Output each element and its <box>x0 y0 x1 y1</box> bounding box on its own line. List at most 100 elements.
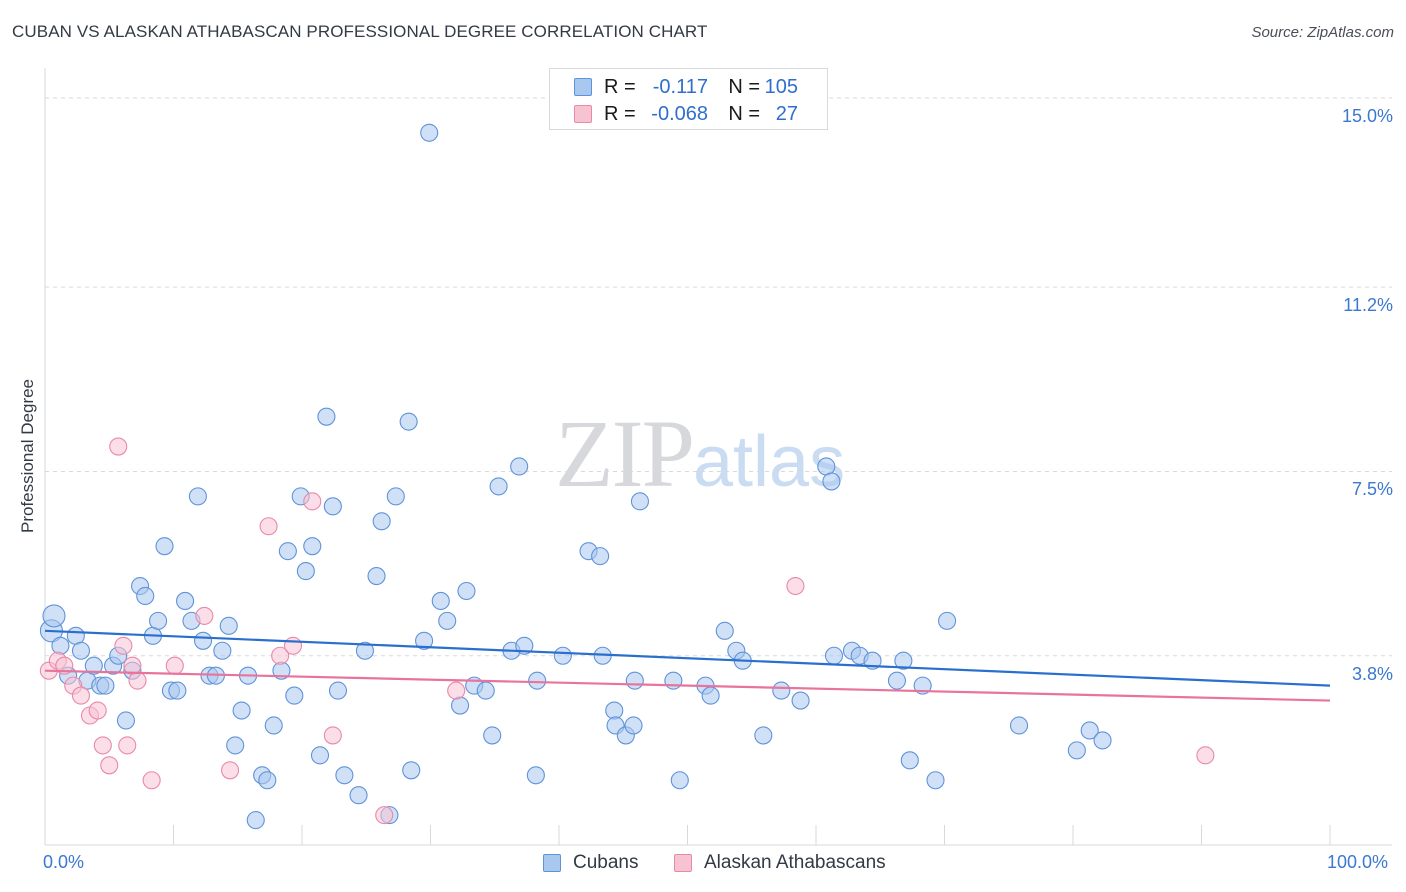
series-legend-cubans[interactable]: Cubans <box>543 852 639 874</box>
cubans-point <box>900 751 919 770</box>
cubans-point <box>296 562 315 581</box>
x-tick-label-min: 0.0% <box>43 852 85 872</box>
cubans-point <box>1067 741 1086 760</box>
cubans-point <box>258 771 277 790</box>
legend-n-value: 27 <box>775 102 798 125</box>
legend-n-value: 105 <box>764 75 798 98</box>
y-tick-label: 7.5% <box>1351 479 1393 500</box>
cubans-point <box>317 407 336 426</box>
cubans-point <box>457 581 476 601</box>
trend-lines <box>44 629 1331 702</box>
alaskan-athabascans-point <box>259 517 278 536</box>
cubans-point <box>438 611 457 630</box>
cubans-point <box>303 537 322 556</box>
alaskan-athabascans-point <box>375 806 394 825</box>
alaskan-athabascans-swatch <box>674 854 692 872</box>
cubans-point <box>510 457 529 476</box>
cubans-point <box>246 811 265 830</box>
cubans-point <box>349 786 368 805</box>
cubans-point <box>399 412 418 431</box>
cubans-point <box>420 123 439 142</box>
cubans-point <box>701 686 720 705</box>
cubans-point <box>431 591 450 611</box>
cubans-point <box>149 611 168 630</box>
alaskan-athabascans-point <box>118 736 137 755</box>
cubans-point <box>213 641 232 660</box>
alaskan-athabascans-point <box>323 726 342 745</box>
cubans-point <box>1093 731 1112 750</box>
cubans-point <box>194 631 213 650</box>
alaskan-athabascans-point <box>283 636 303 655</box>
legend-swatch-cubans <box>574 78 592 96</box>
legend-n-label: N = <box>728 75 760 98</box>
cubans-point <box>264 716 283 735</box>
legend-r-label: R = <box>604 75 636 98</box>
cubans-point <box>1009 716 1029 735</box>
alaskan-athabascans-point <box>93 736 112 755</box>
alaskan-athabascans-point <box>128 671 147 690</box>
cubans-point <box>226 736 245 755</box>
series-alaskan-athabascans-points <box>39 437 1215 825</box>
alaskan-athabascans-point <box>88 701 107 720</box>
cubans-point <box>71 641 91 660</box>
grid-lines <box>45 97 1392 657</box>
cubans-point <box>605 701 624 720</box>
cubans-label: Cubans <box>573 852 639 873</box>
cubans-point <box>591 547 610 566</box>
cubans-point <box>402 761 421 780</box>
cubans-point <box>553 646 572 665</box>
alaskan-athabascans-point <box>786 576 805 596</box>
alaskan-athabascans-point <box>114 636 133 655</box>
cubans-point <box>415 631 434 650</box>
cubans-point <box>926 771 945 790</box>
legend-r-label: R = <box>604 102 636 125</box>
alaskan-athabascans-point <box>1196 746 1215 765</box>
cubans-point <box>310 746 330 765</box>
cubans-point <box>42 604 66 628</box>
cubans-point <box>754 726 773 745</box>
source-attribution: Source: ZipAtlas.com <box>1251 24 1394 41</box>
cubans-point <box>476 681 495 700</box>
series-cubans-points <box>39 123 1112 830</box>
axes <box>44 68 1392 846</box>
alaskan-athabascans-label: Alaskan Athabascans <box>704 852 886 873</box>
legend-r-value: -0.117 <box>652 75 708 98</box>
cubans-point <box>824 646 844 665</box>
cubans-point <box>372 512 391 531</box>
cubans-point <box>219 616 238 635</box>
cubans-point <box>670 771 689 790</box>
alaskan-athabascans-point <box>100 756 119 775</box>
cubans-point <box>489 477 508 496</box>
cubans-point <box>625 671 644 690</box>
cubans-point <box>483 726 502 745</box>
cubans-point <box>232 701 251 720</box>
y-tick-label: 3.8% <box>1351 663 1393 684</box>
watermark-zip: ZIP <box>555 400 695 507</box>
cubans-point <box>116 711 136 730</box>
correlation-legend: R = -0.117 N = 105 R = -0.068 N = 27 <box>549 68 828 130</box>
x-tick-label-max: 100.0% <box>1327 852 1389 872</box>
cubans-point <box>772 681 791 700</box>
legend-row-alaskan-athabascans: R = -0.068 N = 27 <box>574 101 798 127</box>
legend-n-label: N = <box>728 102 760 125</box>
cubans-point <box>1080 721 1099 740</box>
y-tick-label: 11.2% <box>1343 295 1393 316</box>
alaskan-athabascans-point <box>109 437 128 456</box>
legend-row-cubans: R = -0.117 N = 105 <box>574 74 798 100</box>
cubans-point <box>278 542 297 561</box>
cubans-trend-line <box>44 629 1331 687</box>
series-legend-alaskan-athabascans[interactable]: Alaskan Athabascans <box>674 852 886 874</box>
cubans-point <box>51 636 70 655</box>
cubans-point <box>664 671 683 690</box>
cubans-point <box>822 472 841 491</box>
cubans-point <box>176 591 195 611</box>
cubans-point <box>386 487 405 506</box>
cubans-point <box>328 681 348 700</box>
alaskan-athabascans-trend-line <box>44 669 1331 702</box>
series-legend: Cubans Alaskan Athabascans <box>0 852 1406 876</box>
cubans-point <box>335 766 354 785</box>
cubans-point <box>894 651 913 670</box>
alaskan-athabascans-point <box>71 686 91 705</box>
alaskan-athabascans-point <box>195 606 214 625</box>
